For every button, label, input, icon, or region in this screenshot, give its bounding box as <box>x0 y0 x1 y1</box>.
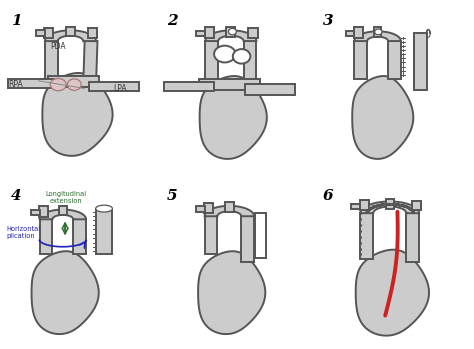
Polygon shape <box>355 31 401 41</box>
Polygon shape <box>88 28 97 38</box>
Polygon shape <box>196 206 205 211</box>
Polygon shape <box>360 213 374 259</box>
Polygon shape <box>66 27 75 36</box>
Ellipse shape <box>214 46 236 62</box>
Polygon shape <box>164 82 214 91</box>
Polygon shape <box>374 27 382 37</box>
Text: 1: 1 <box>11 14 21 28</box>
Polygon shape <box>39 219 53 254</box>
Polygon shape <box>244 41 256 84</box>
Polygon shape <box>226 27 236 37</box>
Polygon shape <box>205 27 214 38</box>
Polygon shape <box>42 73 113 156</box>
Polygon shape <box>45 41 58 79</box>
Polygon shape <box>346 31 355 37</box>
Ellipse shape <box>96 205 112 212</box>
Polygon shape <box>200 76 267 159</box>
Polygon shape <box>47 76 100 87</box>
Polygon shape <box>59 206 67 215</box>
Polygon shape <box>39 206 48 217</box>
Polygon shape <box>351 204 360 209</box>
Polygon shape <box>360 201 419 213</box>
Polygon shape <box>412 201 421 210</box>
Polygon shape <box>196 31 205 37</box>
Polygon shape <box>414 34 427 90</box>
Polygon shape <box>241 216 254 262</box>
Polygon shape <box>352 76 413 159</box>
Text: RPA: RPA <box>8 80 23 89</box>
Text: LPA: LPA <box>113 84 127 93</box>
Text: 5: 5 <box>167 189 177 203</box>
Polygon shape <box>385 199 394 209</box>
Text: Horizontal
plication: Horizontal plication <box>6 226 40 239</box>
Polygon shape <box>198 251 265 334</box>
Polygon shape <box>255 213 265 258</box>
Ellipse shape <box>67 79 81 90</box>
Polygon shape <box>36 30 45 36</box>
Polygon shape <box>8 79 54 88</box>
Polygon shape <box>205 30 256 41</box>
Polygon shape <box>388 41 401 79</box>
Polygon shape <box>360 200 369 210</box>
Polygon shape <box>204 203 213 214</box>
Polygon shape <box>355 41 367 79</box>
Text: 6: 6 <box>323 189 333 203</box>
Text: PDA: PDA <box>51 42 66 51</box>
Polygon shape <box>32 251 99 334</box>
Polygon shape <box>31 210 39 215</box>
Polygon shape <box>356 250 429 336</box>
Polygon shape <box>39 209 86 219</box>
Polygon shape <box>248 28 258 38</box>
Polygon shape <box>406 213 419 262</box>
Polygon shape <box>83 41 98 87</box>
Polygon shape <box>205 216 218 254</box>
Polygon shape <box>245 84 295 95</box>
Ellipse shape <box>374 29 382 35</box>
Text: 2: 2 <box>167 14 177 28</box>
Polygon shape <box>199 79 260 90</box>
Ellipse shape <box>228 28 237 35</box>
Polygon shape <box>225 202 234 212</box>
Ellipse shape <box>50 79 66 91</box>
Polygon shape <box>73 219 86 254</box>
Polygon shape <box>354 27 363 38</box>
Polygon shape <box>205 41 218 84</box>
Polygon shape <box>45 30 96 41</box>
Polygon shape <box>96 209 112 254</box>
Polygon shape <box>89 82 139 91</box>
Text: 3: 3 <box>323 14 333 28</box>
Text: 4: 4 <box>11 189 21 203</box>
Polygon shape <box>205 206 254 216</box>
Ellipse shape <box>233 49 250 64</box>
Text: Longitudinal
extension: Longitudinal extension <box>46 191 86 204</box>
Polygon shape <box>44 28 54 38</box>
